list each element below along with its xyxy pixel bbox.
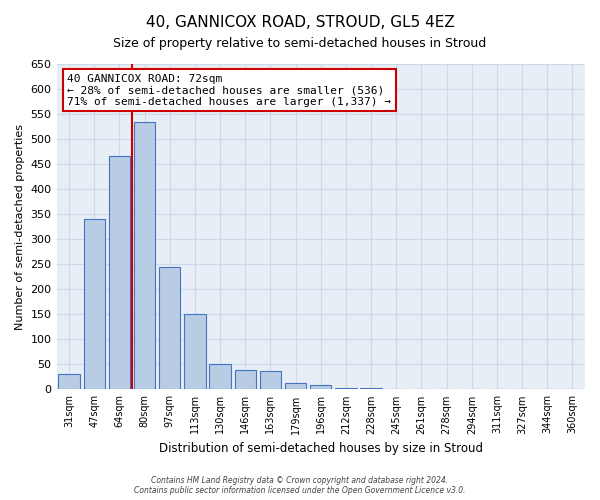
Bar [58, 374, 80, 390]
Bar [184, 314, 206, 390]
X-axis label: Distribution of semi-detached houses by size in Stroud: Distribution of semi-detached houses by … [159, 442, 483, 455]
Text: 40, GANNICOX ROAD, STROUD, GL5 4EZ: 40, GANNICOX ROAD, STROUD, GL5 4EZ [146, 15, 454, 30]
Text: Contains HM Land Registry data © Crown copyright and database right 2024.
Contai: Contains HM Land Registry data © Crown c… [134, 476, 466, 495]
Y-axis label: Number of semi-detached properties: Number of semi-detached properties [15, 124, 25, 330]
Bar [310, 386, 331, 390]
Bar [562, 389, 583, 390]
Bar [260, 371, 281, 390]
Bar [83, 219, 105, 390]
Bar [235, 370, 256, 390]
Bar [159, 267, 181, 390]
Text: Size of property relative to semi-detached houses in Stroud: Size of property relative to semi-detach… [113, 38, 487, 51]
Bar [209, 364, 231, 390]
Bar [411, 389, 432, 390]
Bar [386, 389, 407, 390]
Bar [285, 384, 307, 390]
Text: 40 GANNICOX ROAD: 72sqm
← 28% of semi-detached houses are smaller (536)
71% of s: 40 GANNICOX ROAD: 72sqm ← 28% of semi-de… [67, 74, 391, 107]
Bar [134, 122, 155, 390]
Bar [335, 388, 356, 390]
Bar [486, 389, 508, 390]
Bar [109, 156, 130, 390]
Bar [361, 388, 382, 390]
